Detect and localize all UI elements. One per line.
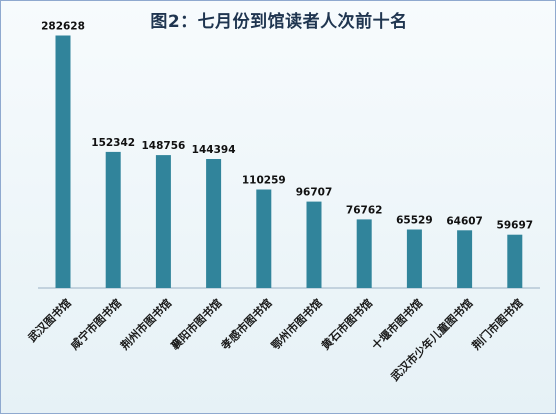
category-label-4: 孝感市图书馆 (217, 296, 274, 353)
category-label-6: 黄石市图书馆 (318, 296, 375, 353)
bar-8 (457, 230, 473, 288)
data-label-0: 282628 (41, 21, 85, 33)
category-label-3: 襄阳市图书馆 (167, 296, 224, 353)
data-label-7: 65529 (396, 215, 433, 227)
data-label-5: 96707 (296, 187, 333, 199)
bar-2 (155, 155, 171, 288)
data-label-2: 148756 (141, 140, 185, 152)
category-label-0: 武汉图书馆 (25, 296, 74, 345)
data-label-1: 152342 (91, 137, 135, 149)
category-label-5: 鄂州市图书馆 (268, 296, 325, 353)
category-label-8: 武汉市少年儿童图书馆 (388, 296, 476, 384)
data-label-3: 144394 (192, 144, 236, 156)
bar-3 (206, 159, 222, 288)
data-label-9: 59697 (497, 220, 534, 232)
bar-1 (105, 151, 121, 288)
bar-5 (306, 201, 322, 288)
category-label-2: 荆州市图书馆 (118, 296, 175, 353)
data-label-8: 64607 (446, 215, 483, 227)
chart-title: 图2：七月份到馆读者人次前十名 (150, 12, 408, 32)
bar-6 (356, 219, 372, 288)
category-label-7: 十堰市图书馆 (369, 296, 426, 353)
bar-9 (507, 234, 523, 288)
category-label-1: 咸宁市图书馆 (67, 296, 124, 353)
bar-0 (55, 35, 71, 288)
bar-7 (406, 229, 422, 288)
data-label-4: 110259 (242, 175, 286, 187)
bar-4 (256, 189, 272, 288)
data-label-6: 76762 (346, 204, 383, 216)
category-label-9: 荆门市图书馆 (469, 296, 526, 353)
